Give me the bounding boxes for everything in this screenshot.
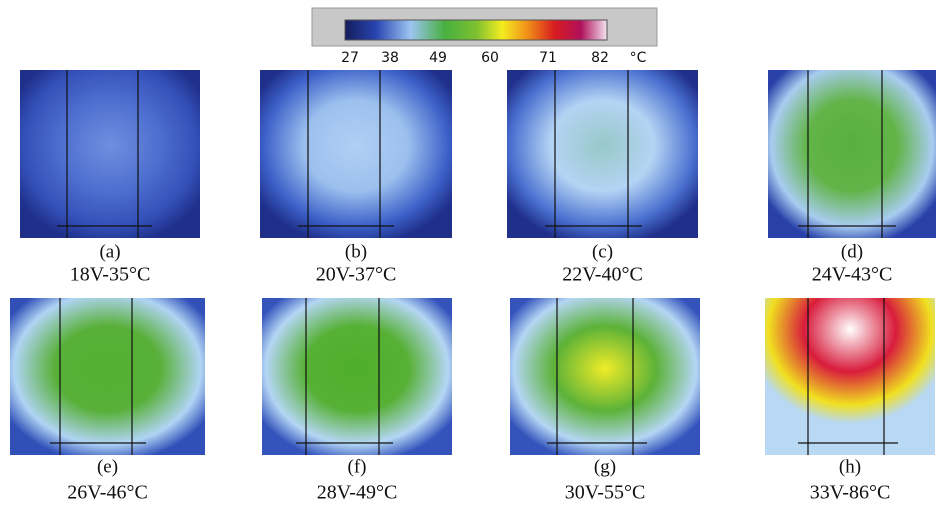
colorbar xyxy=(345,20,607,40)
panel-label: (d) xyxy=(841,241,863,262)
thermal-heat xyxy=(765,298,935,455)
colorbar-tick-label: 60 xyxy=(481,50,499,66)
colorbar-tick-label: 38 xyxy=(381,50,399,66)
thermal-heat xyxy=(510,298,700,455)
thermal-panel xyxy=(507,70,698,238)
figure: °C 27 38 49 60 71 82 (a)18V-35°C (b)20V-37°C (c)… xyxy=(0,0,936,508)
panel-caption: 33V-86°C xyxy=(810,482,891,504)
thermal-heat xyxy=(20,70,200,238)
panel-label: (c) xyxy=(592,241,613,262)
panel-label: (e) xyxy=(97,456,118,477)
panel-caption: 22V-40°C xyxy=(562,264,643,286)
panel-caption: 26V-46°C xyxy=(67,482,148,504)
colorbar-tick-label: 82 xyxy=(591,50,609,66)
panel-label: (a) xyxy=(99,241,120,262)
colorbar-tick-label: 27 xyxy=(341,50,359,66)
colorbar-tick-label: 71 xyxy=(539,50,557,66)
panel-label: (h) xyxy=(839,456,861,477)
thermal-heat xyxy=(10,298,205,455)
colorbar-tick-label: 49 xyxy=(429,50,447,66)
panel-label: (b) xyxy=(345,241,367,262)
thermal-panel xyxy=(10,298,205,455)
panel-label: (g) xyxy=(594,456,616,477)
panel-caption: 18V-35°C xyxy=(70,264,151,286)
colorbar-unit: °C xyxy=(630,50,647,66)
thermal-panel xyxy=(260,70,452,238)
thermal-panel xyxy=(262,298,452,455)
thermal-heat xyxy=(262,298,452,455)
panel-caption: 30V-55°C xyxy=(565,482,646,504)
thermal-panel xyxy=(765,298,935,455)
panel-caption: 20V-37°C xyxy=(316,264,397,286)
thermal-heat xyxy=(260,70,452,238)
thermal-panel xyxy=(20,70,200,238)
panel-caption: 28V-49°C xyxy=(317,482,398,504)
thermal-panel xyxy=(510,298,700,455)
thermal-heat xyxy=(507,70,698,238)
panel-label: (f) xyxy=(348,456,367,477)
thermal-heat xyxy=(768,70,936,238)
thermal-panel xyxy=(768,70,936,238)
panel-caption: 24V-43°C xyxy=(812,264,893,286)
